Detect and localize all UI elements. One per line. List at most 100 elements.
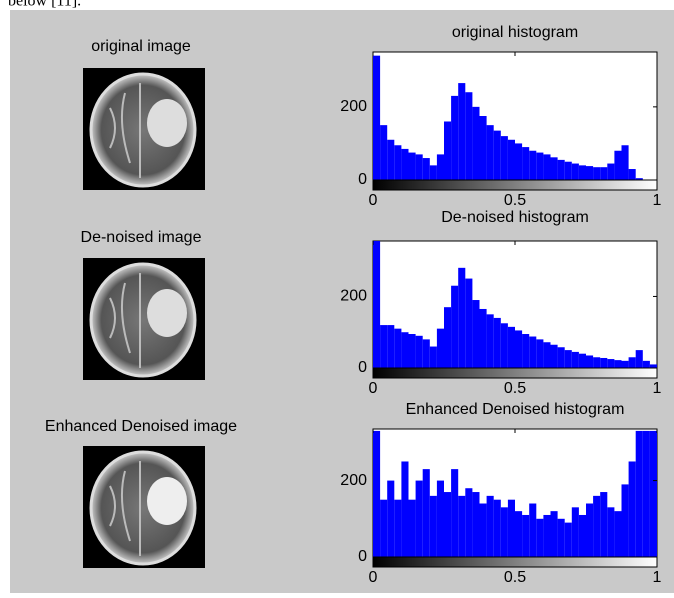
bar	[636, 431, 643, 557]
bar	[558, 160, 565, 180]
bar	[394, 145, 401, 180]
bar	[551, 511, 558, 557]
bar	[529, 504, 536, 557]
bar	[487, 125, 494, 180]
bar	[465, 92, 472, 180]
bar	[629, 169, 636, 180]
bar	[480, 116, 487, 180]
bar	[401, 149, 408, 180]
bar	[480, 504, 487, 557]
bar	[401, 332, 408, 368]
x-tick-label: 0	[369, 569, 378, 586]
bar	[437, 329, 444, 368]
bar	[416, 481, 423, 557]
bar	[423, 469, 430, 557]
figure: below [11]. original imageDe-noised imag…	[0, 0, 674, 593]
bar	[614, 151, 621, 180]
y-tick-label: 200	[340, 288, 367, 305]
colorbar	[373, 180, 657, 190]
bar	[629, 357, 636, 368]
bar	[600, 358, 607, 368]
bar	[501, 323, 508, 368]
y-tick-label: 200	[340, 98, 367, 115]
bar	[629, 461, 636, 557]
bar	[401, 461, 408, 557]
bar	[614, 511, 621, 557]
lesion	[147, 289, 187, 337]
bar	[607, 359, 614, 368]
bar	[472, 492, 479, 557]
bar	[536, 519, 543, 557]
bar	[622, 484, 629, 557]
x-tick-label: 0.5	[504, 192, 526, 209]
bar	[373, 56, 380, 180]
image-title: Enhanced Denoised image	[45, 418, 237, 435]
bar	[572, 507, 579, 557]
bar	[600, 492, 607, 557]
bar	[472, 300, 479, 368]
bar	[593, 357, 600, 368]
bar	[487, 496, 494, 557]
bar	[387, 481, 394, 557]
bar	[586, 504, 593, 557]
bar	[451, 286, 458, 368]
bar	[508, 327, 515, 368]
x-tick-label: 1	[653, 569, 662, 586]
x-tick-label: 1	[653, 192, 662, 209]
bar	[508, 140, 515, 180]
chart-title: De-noised histogram	[441, 209, 589, 226]
bar	[529, 337, 536, 368]
bar	[465, 488, 472, 557]
bar	[543, 342, 550, 368]
bar	[458, 83, 465, 180]
bar	[515, 143, 522, 180]
bar	[522, 147, 529, 180]
bar	[522, 515, 529, 557]
bar	[650, 364, 657, 368]
bar	[444, 121, 451, 180]
bar	[380, 125, 387, 180]
bar	[522, 334, 529, 368]
bar	[373, 241, 380, 368]
bar	[558, 347, 565, 368]
x-tick-label: 0.5	[504, 569, 526, 586]
bar	[465, 279, 472, 368]
x-tick-label: 0	[369, 380, 378, 397]
bar	[501, 507, 508, 557]
bar	[451, 469, 458, 557]
bar	[572, 164, 579, 180]
bar	[472, 107, 479, 180]
bar	[572, 352, 579, 368]
y-tick-label: 0	[358, 171, 367, 188]
bar	[409, 334, 416, 368]
bar	[380, 325, 387, 368]
y-tick-label: 0	[358, 359, 367, 376]
bar	[430, 165, 437, 180]
bar	[444, 492, 451, 557]
lesion	[147, 99, 187, 147]
image-title: De-noised image	[81, 229, 202, 246]
bar	[558, 519, 565, 557]
bar	[430, 496, 437, 557]
x-tick-label: 1	[653, 380, 662, 397]
bar	[423, 158, 430, 180]
bar	[543, 515, 550, 557]
bar	[529, 151, 536, 180]
bar	[586, 166, 593, 180]
bar	[387, 325, 394, 368]
bar	[494, 131, 501, 180]
y-tick-label: 0	[358, 548, 367, 565]
bar	[565, 350, 572, 368]
bar	[565, 162, 572, 180]
bar	[543, 154, 550, 180]
bar	[536, 339, 543, 368]
bar	[593, 167, 600, 180]
bar	[494, 318, 501, 368]
bar	[409, 153, 416, 180]
bar	[579, 515, 586, 557]
bar	[423, 339, 430, 368]
bar	[416, 154, 423, 180]
caption-fragment: below [11].	[8, 0, 81, 10]
bar	[437, 481, 444, 557]
bar	[579, 354, 586, 368]
